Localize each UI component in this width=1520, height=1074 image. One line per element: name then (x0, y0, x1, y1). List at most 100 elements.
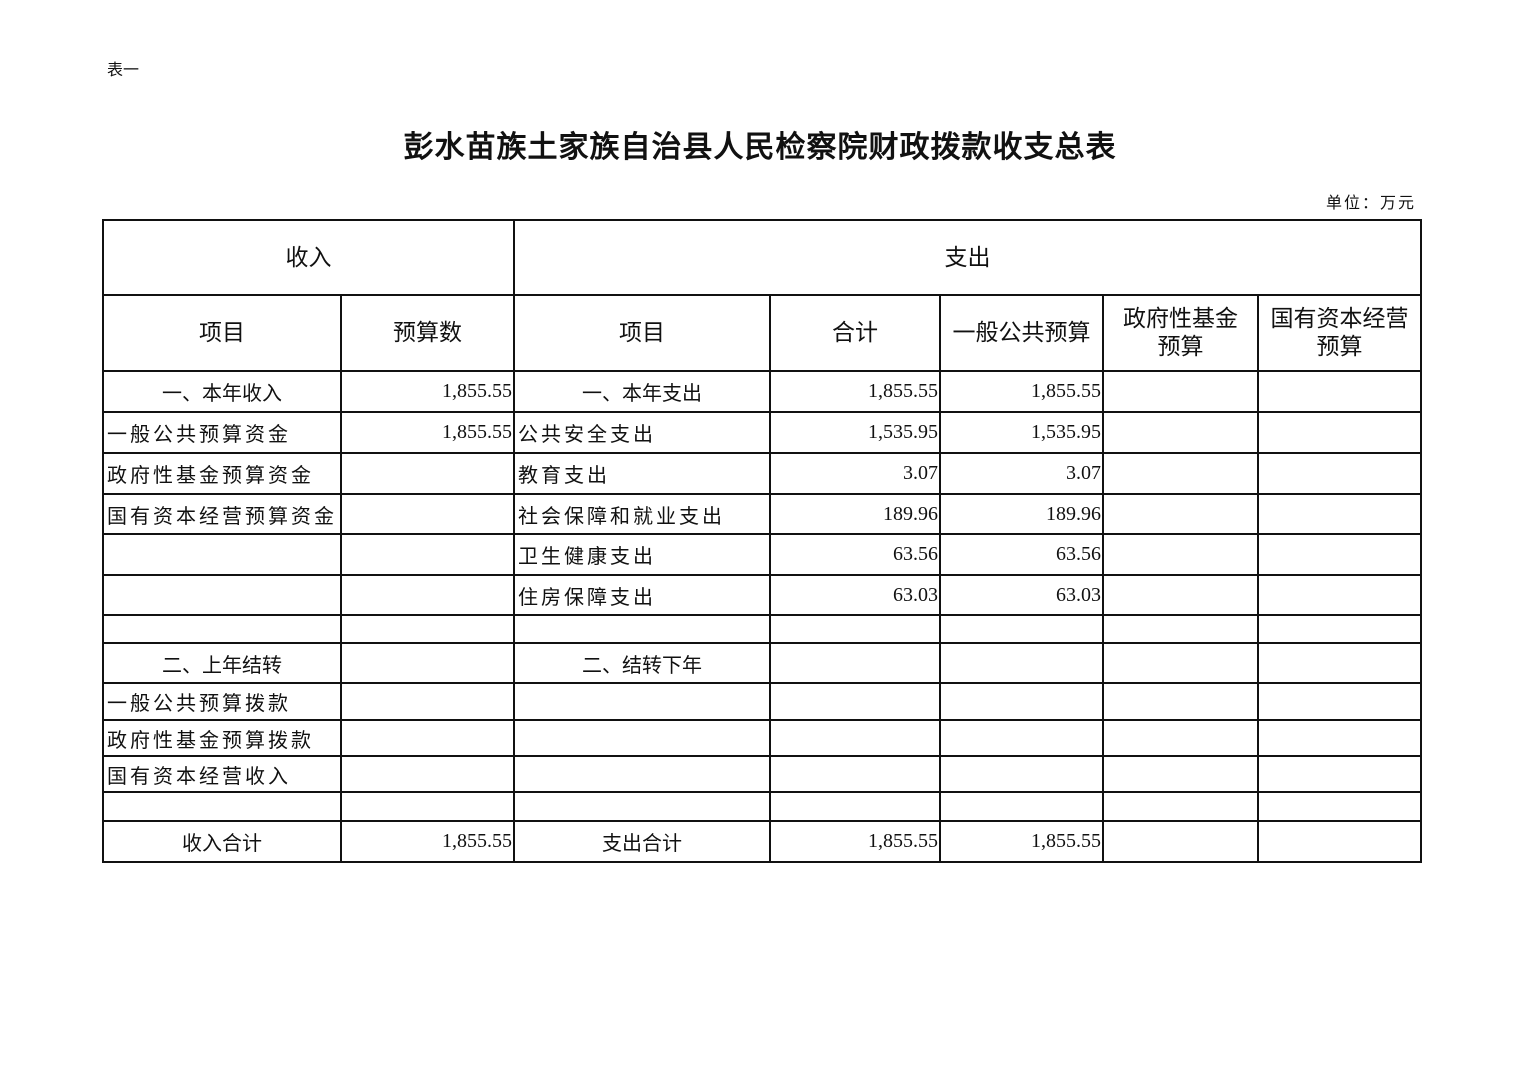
cell-expense-total: 189.96 (769, 493, 941, 535)
cell-income-budget (340, 719, 515, 757)
cell-income-budget (340, 791, 515, 822)
cell-income-budget: 1,855.55 (340, 411, 515, 454)
cell-expense-item (513, 755, 771, 793)
cell-expense-item: 教育支出 (513, 452, 771, 495)
cell-general-budget: 63.56 (939, 533, 1104, 576)
cell-general-budget: 1,855.55 (939, 820, 1104, 863)
cell-expense-total (769, 755, 941, 793)
table-row (102, 614, 1422, 644)
cell-income-item: 国有资本经营收入 (102, 755, 342, 793)
cell-gov-fund (1102, 755, 1259, 793)
cell-gov-fund (1102, 533, 1259, 576)
table-row: 政府性基金预算拨款 (102, 719, 1422, 757)
cell-expense-total: 1,855.55 (769, 820, 941, 863)
cell-general-budget: 1,855.55 (939, 370, 1104, 413)
cell-state-capital (1257, 719, 1422, 757)
cell-expense-item: 住房保障支出 (513, 574, 771, 616)
table-row: 政府性基金预算资金 教育支出 3.07 3.07 (102, 452, 1422, 495)
cell-income-budget: 1,855.55 (340, 370, 515, 413)
cell-state-capital (1257, 533, 1422, 576)
cell-expense-total (769, 682, 941, 721)
cell-general-budget (939, 719, 1104, 757)
cell-gov-fund (1102, 642, 1259, 684)
table-row: 卫生健康支出 63.56 63.56 (102, 533, 1422, 576)
cell-state-capital (1257, 820, 1422, 863)
cell-gov-fund (1102, 452, 1259, 495)
cell-income-budget: 1,855.55 (340, 820, 515, 863)
table-row: 一般公共预算资金 1,855.55 公共安全支出 1,535.95 1,535.95 (102, 411, 1422, 454)
cell-income-item: 一般公共预算拨款 (102, 682, 342, 721)
table-number-label: 表一 (107, 60, 140, 79)
col-state-capital-line1: 国有资本经营 (1270, 306, 1409, 332)
table-row: 国有资本经营收入 (102, 755, 1422, 793)
cell-gov-fund (1102, 370, 1259, 413)
cell-expense-item (513, 719, 771, 757)
cell-state-capital (1257, 411, 1422, 454)
cell-expense-item: 支出合计 (513, 820, 771, 863)
cell-income-budget (340, 533, 515, 576)
cell-gov-fund (1102, 820, 1259, 863)
cell-income-budget (340, 682, 515, 721)
table-row (102, 791, 1422, 822)
col-income-item: 项目 (102, 294, 342, 372)
cell-income-item: 一般公共预算资金 (102, 411, 342, 454)
expense-header: 支出 (513, 219, 1422, 296)
cell-gov-fund (1102, 791, 1259, 822)
cell-gov-fund (1102, 682, 1259, 721)
col-gov-fund-line2: 预算 (1157, 334, 1204, 360)
cell-general-budget: 1,535.95 (939, 411, 1104, 454)
cell-expense-total: 63.56 (769, 533, 941, 576)
cell-gov-fund (1102, 614, 1259, 644)
table-row: 一、本年收入 1,855.55 一、本年支出 1,855.55 1,855.55 (102, 370, 1422, 413)
cell-expense-total (769, 791, 941, 822)
cell-income-budget (340, 574, 515, 616)
cell-expense-total: 1,855.55 (769, 370, 941, 413)
cell-expense-item (513, 614, 771, 644)
cell-income-item (102, 791, 342, 822)
cell-general-budget (939, 642, 1104, 684)
cell-state-capital (1257, 614, 1422, 644)
cell-state-capital (1257, 642, 1422, 684)
table-row: 二、上年结转 二、结转下年 (102, 642, 1422, 684)
cell-income-budget (340, 642, 515, 684)
col-gov-fund-line1: 政府性基金 (1123, 306, 1238, 332)
table-row: 一般公共预算拨款 (102, 682, 1422, 721)
cell-gov-fund (1102, 411, 1259, 454)
cell-expense-item: 社会保障和就业支出 (513, 493, 771, 535)
col-general-budget: 一般公共预算 (939, 294, 1104, 372)
cell-expense-item: 卫生健康支出 (513, 533, 771, 576)
cell-general-budget (939, 682, 1104, 721)
cell-general-budget (939, 614, 1104, 644)
cell-expense-item (513, 791, 771, 822)
cell-expense-total: 63.03 (769, 574, 941, 616)
cell-general-budget (939, 791, 1104, 822)
cell-income-budget (340, 452, 515, 495)
cell-state-capital (1257, 791, 1422, 822)
cell-state-capital (1257, 682, 1422, 721)
cell-state-capital (1257, 493, 1422, 535)
cell-general-budget: 63.03 (939, 574, 1104, 616)
cell-income-item: 政府性基金预算资金 (102, 452, 342, 495)
col-income-budget: 预算数 (340, 294, 515, 372)
table-row: 收入合计 1,855.55 支出合计 1,855.55 1,855.55 (102, 820, 1422, 863)
cell-expense-total (769, 614, 941, 644)
cell-income-item (102, 533, 342, 576)
cell-expense-item: 一、本年支出 (513, 370, 771, 413)
cell-expense-total (769, 719, 941, 757)
cell-gov-fund (1102, 574, 1259, 616)
cell-income-item: 国有资本经营预算资金 (102, 493, 342, 535)
cell-income-item: 一、本年收入 (102, 370, 342, 413)
table-row: 住房保障支出 63.03 63.03 (102, 574, 1422, 616)
cell-state-capital (1257, 755, 1422, 793)
cell-income-budget (340, 755, 515, 793)
cell-gov-fund (1102, 493, 1259, 535)
unit-label: 单位：万元 (1325, 193, 1416, 212)
cell-expense-total (769, 642, 941, 684)
cell-income-item: 收入合计 (102, 820, 342, 863)
table-row: 国有资本经营预算资金 社会保障和就业支出 189.96 189.96 (102, 493, 1422, 535)
cell-gov-fund (1102, 719, 1259, 757)
cell-income-item: 二、上年结转 (102, 642, 342, 684)
cell-income-item: 政府性基金预算拨款 (102, 719, 342, 757)
cell-general-budget (939, 755, 1104, 793)
cell-state-capital (1257, 370, 1422, 413)
